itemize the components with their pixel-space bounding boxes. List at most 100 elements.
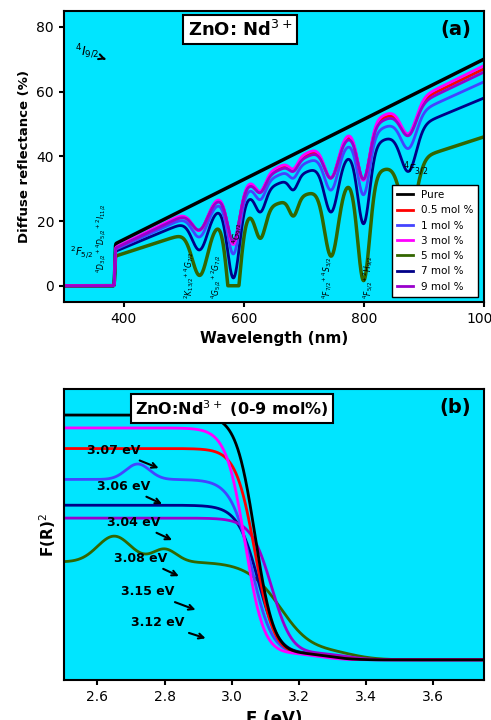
Text: 3.04 eV: 3.04 eV: [108, 516, 170, 539]
Text: 3.07 eV: 3.07 eV: [87, 444, 157, 468]
0.5 mol %: [61, 282, 67, 290]
5 mol %: [254, 228, 260, 237]
Line: 0.5 mol %: 0.5 mol %: [64, 449, 484, 660]
9 mol %: [388, 655, 394, 664]
Pure: [388, 655, 394, 664]
1 mol %: [265, 181, 271, 190]
Pure: [396, 655, 402, 664]
1 mol %: [468, 84, 474, 92]
3 mol %: [231, 477, 237, 485]
0.5 mol %: [61, 444, 67, 453]
7 mol %: [396, 655, 402, 664]
Pure: [349, 654, 355, 663]
9 mol %: [349, 653, 355, 662]
3 mol %: [481, 655, 487, 664]
1 mol %: [481, 78, 487, 86]
Line: 5 mol %: 5 mol %: [64, 137, 484, 286]
Line: 3 mol %: 3 mol %: [64, 428, 484, 660]
3 mol %: [468, 68, 474, 76]
5 mol %: [468, 137, 474, 145]
Text: ZnO:Nd$^{3+}$ (0-9 mol%): ZnO:Nd$^{3+}$ (0-9 mol%): [135, 398, 328, 419]
X-axis label: E (eV): E (eV): [246, 710, 302, 720]
9 mol %: [61, 282, 67, 290]
3 mol %: [396, 655, 402, 664]
Text: 3.15 eV: 3.15 eV: [121, 585, 193, 610]
Line: 0.5 mol %: 0.5 mol %: [64, 69, 484, 286]
Pure: [254, 168, 260, 177]
0.5 mol %: [349, 654, 355, 663]
Text: $^4G_{9/2}$: $^4G_{9/2}$: [231, 223, 245, 245]
Text: 3.06 eV: 3.06 eV: [97, 480, 160, 503]
9 mol %: [468, 74, 474, 83]
5 mol %: [61, 557, 67, 566]
1 mol %: [61, 282, 67, 290]
Pure: [61, 410, 67, 419]
0.5 mol %: [388, 655, 394, 664]
Line: Pure: Pure: [64, 415, 484, 660]
5 mol %: [389, 655, 395, 664]
Text: 3.08 eV: 3.08 eV: [114, 552, 177, 575]
0.5 mol %: [468, 71, 474, 79]
1 mol %: [135, 459, 141, 468]
1 mol %: [231, 503, 237, 511]
0.5 mol %: [254, 186, 260, 194]
0.5 mol %: [481, 65, 487, 73]
3 mol %: [61, 423, 67, 432]
Pure: [391, 99, 397, 108]
Line: 5 mol %: 5 mol %: [64, 536, 484, 660]
X-axis label: Wavelength (nm): Wavelength (nm): [200, 331, 348, 346]
3 mol %: [61, 282, 67, 290]
5 mol %: [350, 650, 355, 659]
Line: 9 mol %: 9 mol %: [64, 518, 484, 660]
1 mol %: [254, 193, 260, 202]
1 mol %: [389, 655, 395, 664]
3 mol %: [104, 423, 109, 432]
7 mol %: [388, 655, 394, 664]
1 mol %: [246, 553, 252, 562]
Text: $^4G_{5/2}$$^+$$^2G_{7/2}$: $^4G_{5/2}$$^+$$^2G_{7/2}$: [210, 254, 224, 299]
1 mol %: [82, 282, 88, 290]
3 mol %: [246, 560, 252, 569]
Legend: Pure, 0.5 mol %, 1 mol %, 3 mol %, 5 mol %, 7 mol %, 9 mol %: Pure, 0.5 mol %, 1 mol %, 3 mol %, 5 mol…: [392, 185, 478, 297]
7 mol %: [246, 544, 252, 553]
Text: $^4F_{3/2}$: $^4F_{3/2}$: [403, 160, 428, 179]
Pure: [481, 655, 487, 664]
Pure: [468, 61, 474, 70]
9 mol %: [82, 282, 88, 290]
0.5 mol %: [468, 71, 474, 79]
7 mol %: [349, 654, 355, 663]
7 mol %: [468, 99, 474, 107]
7 mol %: [481, 94, 487, 102]
Pure: [104, 410, 109, 419]
Pure: [231, 434, 237, 443]
3 mol %: [468, 68, 474, 76]
5 mol %: [246, 570, 252, 578]
Pure: [246, 492, 252, 501]
5 mol %: [82, 282, 88, 290]
5 mol %: [396, 655, 402, 664]
Pure: [468, 61, 474, 70]
Text: (a): (a): [440, 19, 471, 39]
0.5 mol %: [391, 113, 397, 122]
1 mol %: [468, 84, 474, 92]
Line: 1 mol %: 1 mol %: [64, 464, 484, 660]
7 mol %: [481, 655, 487, 664]
3 mol %: [388, 655, 394, 664]
9 mol %: [246, 528, 252, 536]
Text: 3.12 eV: 3.12 eV: [131, 616, 203, 639]
Text: $^4D_{3/2}$$^+$$^4D_{5/2}$$^+$$^2I_{11/2}$: $^4D_{3/2}$$^+$$^4D_{5/2}$$^+$$^2I_{11/2…: [94, 203, 109, 273]
7 mol %: [265, 191, 271, 199]
0.5 mol %: [396, 655, 402, 664]
3 mol %: [265, 173, 271, 181]
7 mol %: [61, 501, 67, 510]
1 mol %: [391, 124, 397, 132]
Pure: [61, 282, 67, 290]
Text: $^2K_{13/2}$$^+$$^4G_{7/2}$: $^2K_{13/2}$$^+$$^4G_{7/2}$: [183, 251, 197, 299]
9 mol %: [104, 514, 109, 523]
7 mol %: [254, 204, 260, 213]
1 mol %: [104, 474, 109, 483]
Text: ZnO: Nd$^{3+}$: ZnO: Nd$^{3+}$: [188, 19, 292, 40]
Text: $^4I_{9/2}$: $^4I_{9/2}$: [75, 43, 105, 61]
Y-axis label: F(R)$^2$: F(R)$^2$: [38, 513, 58, 557]
5 mol %: [104, 534, 109, 543]
